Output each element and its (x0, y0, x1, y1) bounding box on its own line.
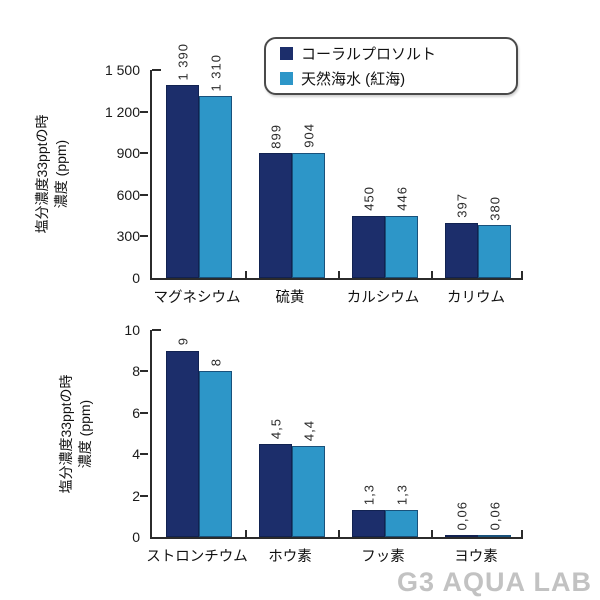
plot-area: 1 390 1 310 899 904 450 446 397 380 (150, 43, 523, 280)
x-category-label: フッ素 (361, 549, 405, 565)
chart-legend: コーラルプロソルト 天然海水 (紅海) (264, 37, 518, 95)
bar-value-label: 9 (175, 337, 190, 346)
y-tick-label: 600 (116, 186, 140, 203)
y-tick-label: 0 (132, 270, 140, 286)
bar-value-label: 8 (208, 358, 223, 367)
y-tick-mark (140, 411, 148, 414)
bar-series2: 904 (292, 123, 325, 278)
x-category-label: カルシウム (346, 290, 420, 306)
y-tick-mark (140, 235, 148, 238)
y-tick-mark (140, 152, 148, 155)
y-tick-label: 4 (132, 446, 140, 463)
x-category-label: ヨウ素 (454, 549, 498, 565)
y-tick-label: 2 (132, 487, 140, 504)
x-tick-mark (431, 271, 433, 278)
bar-series1: 1 390 (166, 43, 199, 278)
y-axis-label-line: 濃度 (ppm) (77, 399, 93, 468)
bar-value-label: 904 (301, 122, 316, 148)
bar-series1: 4,5 (259, 418, 292, 537)
y-tick-label: 1 200 (104, 103, 140, 120)
x-category-label: マグネシウム (153, 290, 241, 306)
bar-value-label: 446 (394, 186, 409, 212)
y-axis-label-line: 塩分濃度33pptの時 (34, 114, 50, 234)
legend-swatch (280, 47, 293, 60)
y-tick-label: 10 (124, 322, 140, 338)
bar-value-label: 1,3 (394, 484, 409, 506)
bar-value-label: 899 (268, 123, 283, 149)
bar-value-label: 1 390 (175, 42, 190, 81)
bar-value-label: 4,5 (268, 417, 283, 439)
y-tick-mark (140, 494, 148, 497)
x-tick-mark (521, 271, 523, 278)
bar-value-label: 380 (487, 195, 502, 221)
x-tick-mark (245, 271, 247, 278)
y-axis-label: 塩分濃度33pptの時 濃度 (ppm) (57, 374, 95, 493)
legend-item: コーラルプロソルト (280, 43, 502, 64)
bar-value-label: 450 (361, 185, 376, 211)
bar-series2: 0,06 (478, 501, 511, 537)
legend-item: 天然海水 (紅海) (280, 68, 502, 89)
plot-area: 9 8 4,5 4,4 1,3 1,3 0,06 0,06 (150, 329, 523, 539)
bar-value-label: 0,06 (454, 500, 469, 530)
bar-series1: 1,3 (352, 484, 385, 537)
bar-value-label: 1,3 (361, 484, 376, 506)
bar-value-label: 1 310 (208, 53, 223, 92)
x-category-label: ストロンチウム (146, 549, 248, 565)
y-tick-label: 1 500 (104, 62, 140, 78)
bar-series2: 1 310 (199, 54, 232, 278)
y-tick-mark (140, 453, 148, 456)
y-tick-mark (140, 370, 148, 373)
x-tick-mark (245, 530, 247, 537)
x-tick-mark (338, 530, 340, 537)
y-tick-label: 8 (132, 363, 140, 380)
bar-value-label: 4,4 (301, 419, 316, 441)
x-tick-mark (431, 530, 433, 537)
bar-series1: 0,06 (445, 501, 478, 537)
watermark-text: G3 AQUA LAB (396, 567, 592, 597)
y-top-tick-mark (152, 69, 161, 71)
bar-series2: 446 (385, 186, 418, 278)
y-axis-label: 塩分濃度33pptの時 濃度 (ppm) (33, 114, 71, 233)
legend-label: 天然海水 (紅海) (301, 71, 406, 88)
bar-series2: 380 (478, 196, 511, 278)
bar-series2: 4,4 (292, 420, 325, 537)
bar-series1: 9 (166, 337, 199, 537)
x-category-label: カリウム (447, 290, 505, 306)
bar-series2: 8 (199, 358, 232, 537)
y-tick-label: 300 (116, 228, 140, 245)
legend-swatch (280, 72, 293, 85)
x-tick-mark (338, 271, 340, 278)
x-category-label: 硫黄 (275, 290, 305, 306)
y-tick-label: 6 (132, 404, 140, 421)
y-tick-mark (140, 110, 148, 113)
bar-series1: 450 (352, 186, 385, 278)
y-axis-label-line: 濃度 (ppm) (53, 139, 69, 209)
bar-series1: 397 (445, 193, 478, 278)
y-tick-label: 0 (132, 529, 140, 545)
bar-series2: 1,3 (385, 484, 418, 537)
y-tick-label: 900 (116, 145, 140, 162)
bar-value-label: 397 (454, 193, 469, 218)
bar-value-label: 0,06 (487, 500, 502, 530)
bar-series1: 899 (259, 124, 292, 278)
y-top-tick-mark (152, 329, 161, 331)
x-tick-mark (521, 530, 523, 537)
legend-label: コーラルプロソルト (301, 46, 437, 63)
y-axis-label-line: 塩分濃度33pptの時 (58, 373, 74, 494)
x-category-label: ホウ素 (268, 549, 312, 565)
y-tick-mark (140, 193, 148, 196)
